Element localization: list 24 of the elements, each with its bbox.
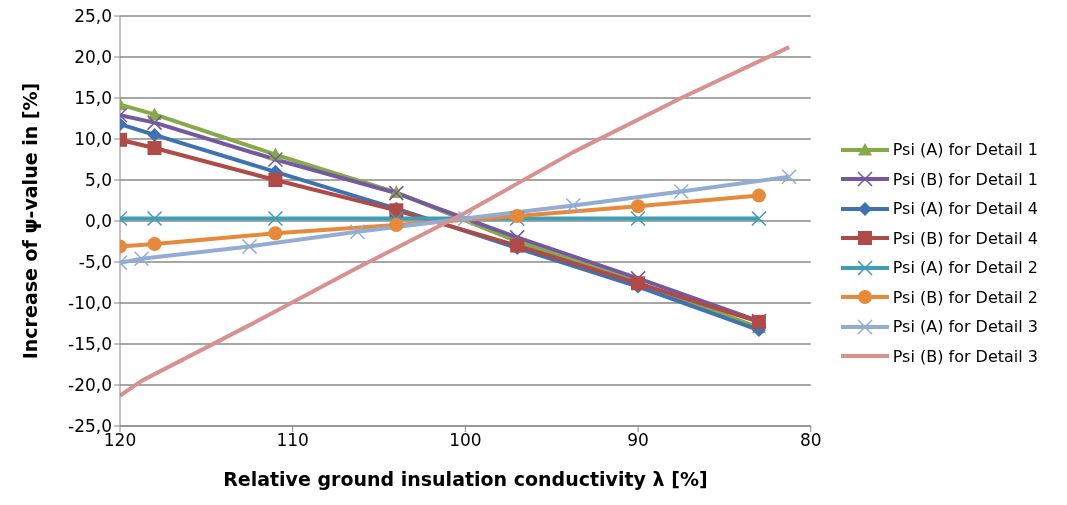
y-tick-label: -5,0 bbox=[78, 252, 112, 273]
y-tick-label: 25,0 bbox=[74, 6, 112, 27]
y-tick-label: 15,0 bbox=[74, 88, 112, 109]
legend-label: Psi (B) for Detail 1 bbox=[892, 169, 1038, 189]
y-axis-title: Increase of ψ-value in [%] bbox=[18, 82, 41, 360]
y-tick-label: -15,0 bbox=[68, 334, 112, 355]
legend-label: Psi (A) for Detail 3 bbox=[892, 317, 1038, 337]
x-tick-label: 110 bbox=[276, 430, 309, 451]
legend-label: Psi (B) for Detail 3 bbox=[892, 346, 1038, 366]
y-tick-label: -20,0 bbox=[68, 375, 112, 396]
x-tick-label: 100 bbox=[449, 430, 482, 451]
legend-label: Psi (B) for Detail 2 bbox=[892, 287, 1038, 307]
y-tick-label: 20,0 bbox=[74, 47, 112, 68]
y-tick-label: -10,0 bbox=[68, 293, 112, 314]
legend-label: Psi (A) for Detail 2 bbox=[892, 258, 1038, 278]
legend-label: Psi (A) for Detail 4 bbox=[892, 199, 1038, 219]
legend-label: Psi (B) for Detail 4 bbox=[892, 228, 1038, 248]
y-tick-label: 0,0 bbox=[84, 211, 112, 232]
legend-label: Psi (A) for Detail 1 bbox=[892, 140, 1038, 160]
y-tick-label: 5,0 bbox=[84, 170, 112, 191]
x-tick-label: 90 bbox=[627, 430, 649, 451]
x-axis-title: Relative ground insulation conductivity λ [%] bbox=[223, 468, 708, 490]
y-tick-label: 10,0 bbox=[74, 129, 112, 150]
x-tick-label: 80 bbox=[799, 430, 822, 451]
